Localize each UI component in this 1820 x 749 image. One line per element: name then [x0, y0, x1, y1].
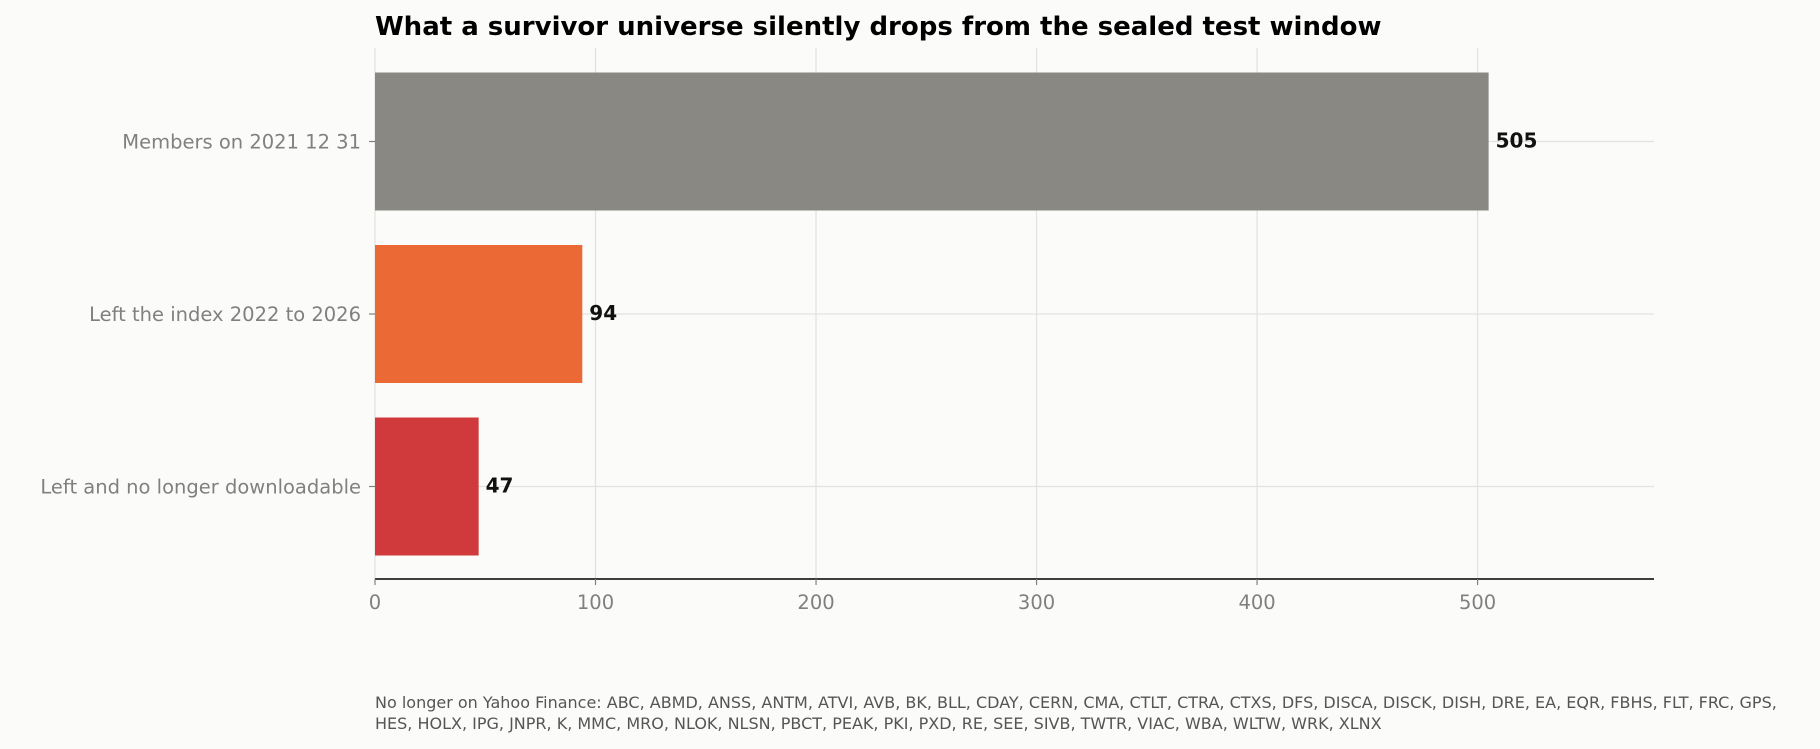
- x-tick-label: 100: [577, 591, 614, 614]
- category-label: Left the index 2022 to 2026: [89, 303, 361, 326]
- x-axis: Members on 2021 12 31 Left the index 2022…: [40, 131, 1654, 614]
- chart-title: What a survivor universe silently drops …: [375, 12, 1381, 42]
- value-label: 94: [589, 301, 617, 325]
- bar: [375, 245, 583, 383]
- bar: [375, 72, 1489, 211]
- x-tick-label: 400: [1238, 591, 1275, 614]
- value-label: 47: [486, 474, 514, 498]
- category-label: Left and no longer downloadable: [40, 476, 361, 499]
- value-label: 505: [1496, 129, 1538, 153]
- x-tick-label: 200: [797, 591, 834, 614]
- category-label: Members on 2021 12 31: [122, 131, 361, 154]
- x-tick-label: 300: [1018, 591, 1055, 614]
- footnote: No longer on Yahoo Finance: ABC, ABMD, A…: [375, 693, 1777, 733]
- bar: [375, 417, 479, 556]
- bars: 505 94 47: [375, 72, 1538, 556]
- x-tick-label: 500: [1459, 591, 1496, 614]
- x-tick-label: 0: [369, 591, 381, 614]
